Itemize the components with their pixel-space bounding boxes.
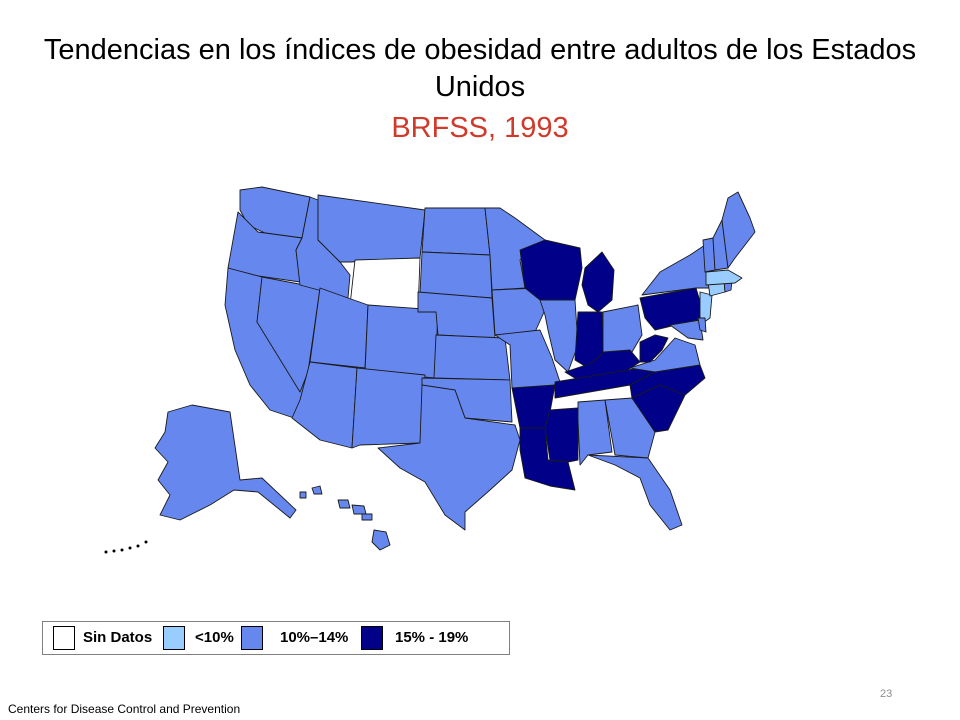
state-co: [364, 304, 439, 379]
state-ma: [705, 269, 743, 286]
legend-swatch-lt10: [163, 626, 185, 650]
state-mn: [484, 207, 546, 291]
state-md: [669, 319, 704, 341]
state-ny: [641, 244, 713, 296]
state-oh: [602, 304, 643, 359]
state-hi-oahu: [337, 499, 351, 509]
state-hi: [371, 529, 391, 551]
state-ms: [544, 407, 579, 463]
state-ak: [154, 404, 297, 521]
state-va: [629, 337, 701, 373]
state-mi: [581, 251, 615, 313]
state-me: [721, 191, 756, 269]
state-wi: [519, 239, 583, 301]
state-mt: [317, 194, 426, 263]
state-sd: [419, 251, 493, 299]
legend-swatch-no-data: [53, 626, 75, 650]
legend: Sin Datos <10% 10%–14% 15% - 19%: [42, 621, 510, 655]
state-tx: [377, 384, 521, 531]
page-number: 23: [880, 688, 893, 700]
chart-title: Tendencias en los índices de obesidad en…: [43, 34, 917, 103]
state-wv: [639, 334, 669, 363]
legend-label-10-14: 10%–14%: [280, 629, 349, 646]
chart-subtitle: BRFSS, 1993: [391, 112, 569, 144]
state-nj: [699, 291, 713, 326]
state-hi-maui: [351, 504, 367, 515]
state-ks: [433, 334, 511, 381]
state-hi-molokai: [361, 513, 373, 521]
legend-swatch-10-14: [241, 626, 263, 650]
source-credit: Centers for Disease Control and Preventi…: [8, 702, 241, 716]
state-fl: [587, 454, 683, 531]
state-ga: [604, 397, 656, 459]
aleutian-islands: [104, 540, 148, 554]
state-de: [697, 317, 707, 333]
legend-label-15-19: 15% - 19%: [395, 629, 469, 646]
state-il: [539, 299, 579, 373]
legend-label-lt10: <10%: [195, 629, 234, 646]
state-la: [519, 427, 576, 491]
legend-label-no-data: Sin Datos: [83, 629, 153, 646]
state-nm: [351, 367, 426, 449]
state-nd: [421, 207, 491, 256]
legend-swatch-15-19: [361, 626, 383, 650]
state-hi-kauai: [311, 485, 323, 495]
state-hi-niihau: [299, 491, 307, 499]
